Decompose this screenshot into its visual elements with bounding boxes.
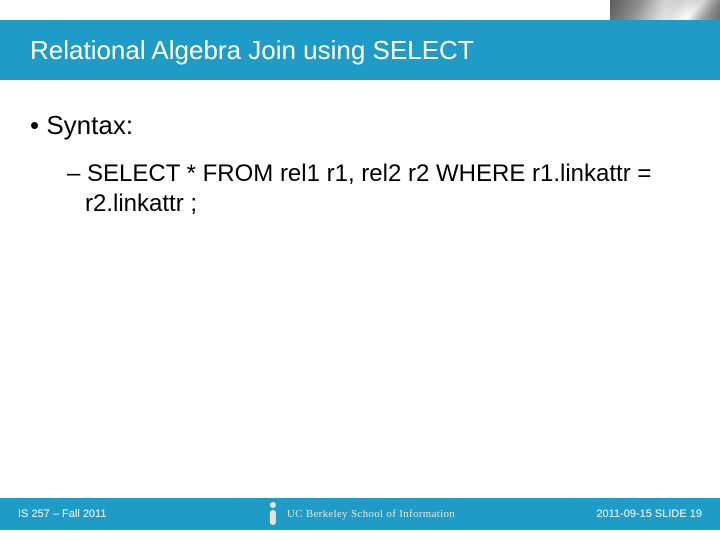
footer-logo-area: UC Berkeley School of Information xyxy=(265,501,455,527)
footer-right-text: 2011-09-15 SLIDE 19 xyxy=(596,508,702,520)
ischool-logo-icon xyxy=(265,501,281,527)
footer-logo-text: UC Berkeley School of Information xyxy=(287,508,455,520)
title-band: Relational Algebra Join using SELECT xyxy=(0,20,720,80)
bullet-level-2: – SELECT * FROM rel1 r1, rel2 r2 WHERE r… xyxy=(30,159,690,219)
footer-band: IS 257 – Fall 2011 UC Berkeley School of… xyxy=(0,498,720,530)
slide-title: Relational Algebra Join using SELECT xyxy=(0,35,474,66)
content-area: Syntax: – SELECT * FROM rel1 r1, rel2 r2… xyxy=(30,110,690,219)
bullet-level-1: Syntax: xyxy=(30,110,690,141)
bullet-text: SELECT * FROM rel1 r1, rel2 r2 WHERE r1.… xyxy=(85,160,651,217)
footer-left-text: IS 257 – Fall 2011 xyxy=(18,508,106,520)
bullet-dash: – xyxy=(67,160,87,187)
